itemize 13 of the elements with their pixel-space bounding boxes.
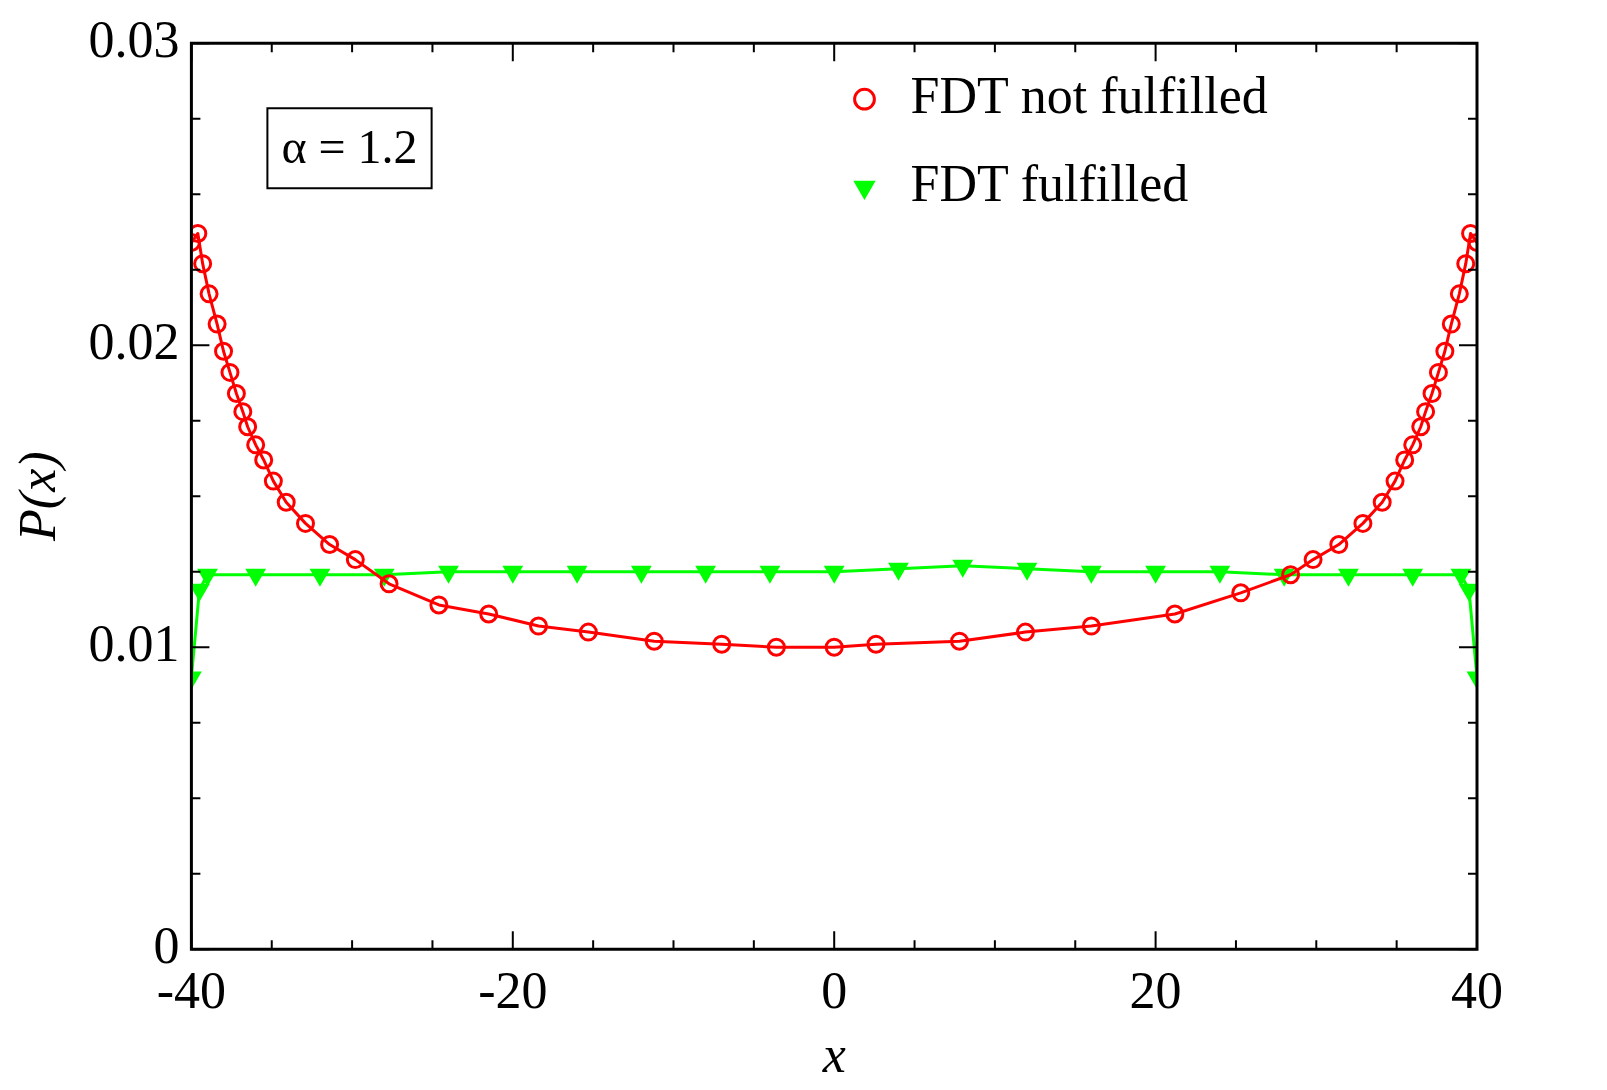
- legend-label: FDT fulfilled: [910, 154, 1189, 212]
- y-tick-label: 0.01: [88, 614, 180, 672]
- x-axis-title: x: [821, 1026, 846, 1084]
- x-tick-label: 0: [821, 962, 848, 1020]
- annotation: α = 1.2: [281, 119, 418, 173]
- x-tick-label: 20: [1129, 962, 1182, 1020]
- y-tick-label: 0.02: [88, 312, 180, 370]
- y-tick-label: 0.03: [88, 10, 180, 68]
- legend-label: FDT not fulfilled: [910, 66, 1268, 124]
- x-tick-label: -20: [478, 962, 548, 1020]
- y-axis-title: P(x): [8, 451, 67, 542]
- x-tick-label: 40: [1451, 962, 1503, 1020]
- y-tick-label: 0: [153, 916, 180, 974]
